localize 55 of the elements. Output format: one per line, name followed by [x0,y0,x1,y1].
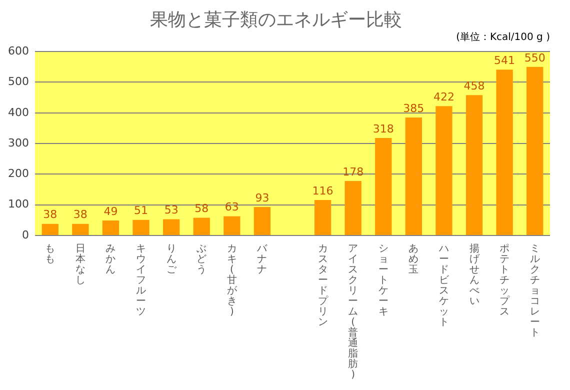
data-label: 458 [464,79,485,92]
data-label: 422 [433,90,454,104]
data-label: 318 [372,122,394,136]
bar [375,138,392,235]
data-label: 116 [312,184,334,198]
bar [466,95,483,235]
bar [72,224,89,235]
data-label: 93 [255,191,270,204]
x-tick-label: ポテトチップス [500,243,511,318]
data-label: 51 [134,204,148,218]
y-tick-label: 100 [8,198,29,211]
x-tick-label: 日本なし [75,243,86,286]
x-tick-label: りんご [166,243,178,276]
data-label: 38 [73,208,88,222]
bar [314,200,332,235]
chart-subtitle: (単位：Kcal/100 g ) [456,31,550,44]
y-tick-label: 500 [8,75,29,88]
chart-title: 果物と菓子類のエネルギー比較 [150,9,402,30]
y-tick-label: 600 [8,44,29,58]
y-tick-label: 300 [8,136,29,150]
category-label: ミルクチョコレート [530,243,540,338]
x-tick-label: カスタードプリン [318,243,329,328]
x-tick-label: ショートケーキ [378,243,388,318]
x-tick-label: もも [45,243,56,265]
bar [496,70,513,235]
bar [224,216,240,235]
data-label: 550 [524,51,546,64]
data-label: 38 [43,208,58,222]
y-tick-label: 200 [8,167,29,180]
bar [436,106,452,235]
data-label: 541 [494,54,516,68]
bar [344,180,362,235]
x-tick-label: あめ玉 [408,243,419,276]
x-tick-label: みかん [106,243,116,276]
bar [132,220,150,235]
bar [405,118,422,235]
x-tick-label: バナナ [256,243,268,276]
y-tick-label: 400 [8,106,29,119]
data-label: 53 [164,204,178,217]
data-label: 49 [104,204,118,218]
bar [162,219,180,235]
bar [102,220,120,235]
x-tick-label: ぶどう [196,243,207,276]
x-tick-label: カキ(甘がき) [226,243,238,318]
x-tick-label: ハードビスケット [438,243,450,328]
data-label: 385 [403,102,424,115]
category-label: アイスクリーム(普通脂肪) [348,243,358,380]
y-tick-label: 0 [22,228,29,242]
x-tick-label: 揚げせんべい [469,242,480,307]
x-tick-label: キウイフルーツ [136,243,146,318]
bar [42,224,58,235]
data-label: 58 [194,202,209,216]
bar [193,218,210,235]
bar [254,206,271,235]
bar [526,66,544,235]
